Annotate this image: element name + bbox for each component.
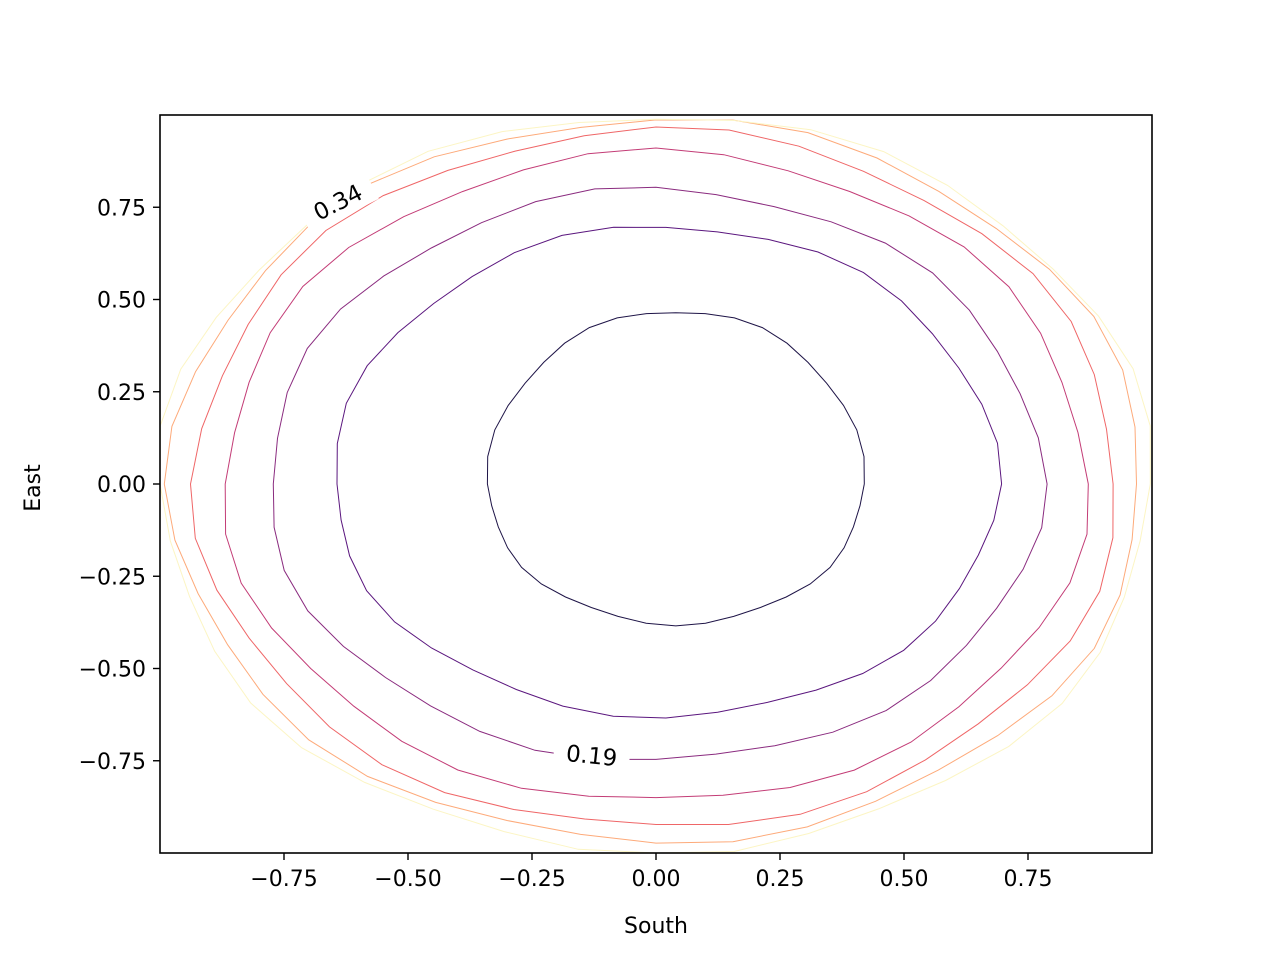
contour-level-4 xyxy=(189,126,1114,825)
contour-level-1 xyxy=(336,226,1003,719)
x-tick-label: 0.75 xyxy=(1004,867,1053,892)
x-tick-label: −0.25 xyxy=(498,867,565,892)
y-tick-label: −0.25 xyxy=(79,565,146,590)
contour-level-2 xyxy=(272,186,1048,760)
contour-label: 0.19 xyxy=(565,741,619,772)
contour-lines xyxy=(159,118,1151,854)
contour-label-gap xyxy=(297,172,379,234)
x-tick-label: 0.50 xyxy=(880,867,929,892)
y-tick-label: 0.50 xyxy=(97,289,146,314)
y-tick-label: 0.00 xyxy=(97,473,146,498)
contour-level-3 xyxy=(224,147,1089,799)
y-axis-ticks: 0.75 0.50 0.25 0.00 −0.25 −0.50 −0.75 xyxy=(79,196,160,775)
contour-label-group-0: 0.34 xyxy=(297,172,379,234)
y-axis-title: East xyxy=(21,464,46,512)
x-tick-label: −0.75 xyxy=(250,867,317,892)
y-tick-label: 0.25 xyxy=(97,381,146,406)
x-axis-title: South xyxy=(624,914,688,939)
contour-level-0 xyxy=(486,312,865,627)
contour-level-6 xyxy=(159,118,1151,854)
y-tick-label: 0.75 xyxy=(97,196,146,221)
y-tick-label: −0.75 xyxy=(79,750,146,775)
x-tick-label: 0.00 xyxy=(632,867,681,892)
contour-labels: 0.34 0.19 xyxy=(297,172,631,775)
contour-label-gap xyxy=(552,737,631,775)
contour-level-5 xyxy=(163,119,1137,844)
contour-label-group-1: 0.19 xyxy=(552,737,631,775)
y-tick-label: −0.50 xyxy=(79,658,146,683)
x-axis-ticks: −0.75 −0.50 −0.25 0.00 0.25 0.50 0.75 xyxy=(250,853,1052,892)
x-tick-label: 0.25 xyxy=(756,867,805,892)
x-tick-label: −0.50 xyxy=(374,867,441,892)
